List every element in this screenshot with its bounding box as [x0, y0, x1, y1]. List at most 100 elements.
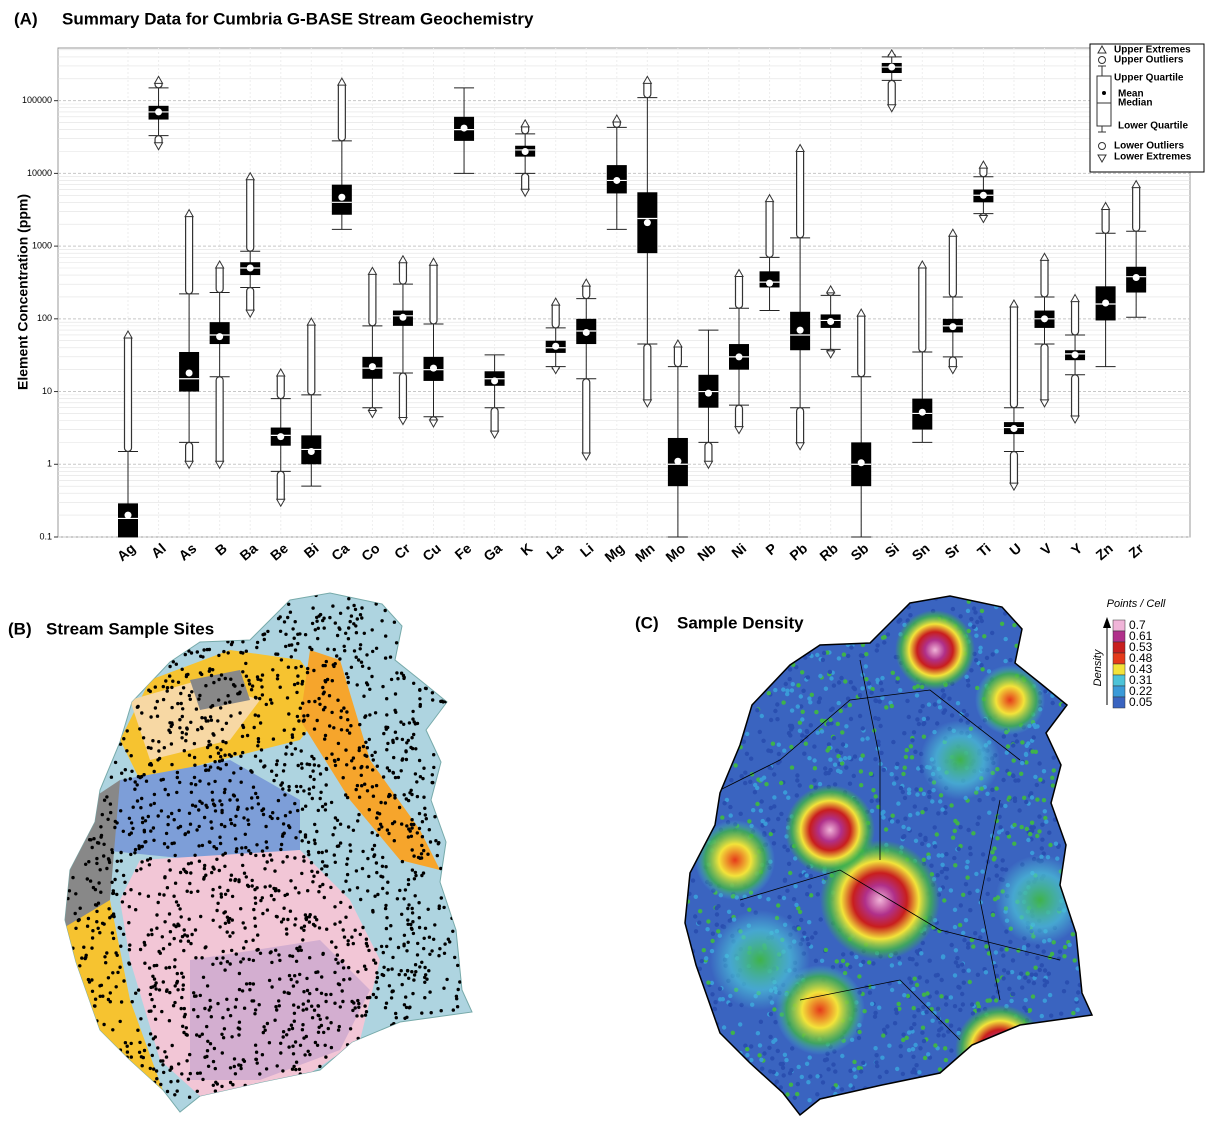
legend-label: Lower Quartile [1118, 121, 1188, 132]
sample-dot [415, 780, 418, 783]
sample-dot [270, 770, 273, 773]
sample-dot [391, 956, 394, 959]
lower-outliers [399, 373, 406, 421]
sample-dot [310, 755, 313, 758]
sample-dot [346, 606, 349, 609]
sample-dot [301, 702, 304, 705]
density-dot [995, 873, 999, 877]
sample-dot [359, 643, 362, 646]
sample-dot [219, 755, 222, 758]
sample-dot [338, 983, 341, 986]
sample-dot [255, 646, 258, 649]
density-dot [772, 804, 776, 808]
sample-dot [136, 799, 139, 802]
density-dot [760, 1067, 764, 1071]
density-dot [769, 1012, 773, 1016]
density-dot [994, 983, 998, 987]
density-dot [1037, 829, 1041, 833]
density-dot [870, 1002, 874, 1006]
sample-dot [373, 853, 376, 856]
sample-dot [234, 815, 237, 818]
sample-dot [240, 846, 243, 849]
sample-dot [115, 869, 118, 872]
sample-dot [397, 776, 400, 779]
density-dot [879, 681, 883, 685]
sample-dot [308, 992, 311, 995]
sample-dot [307, 700, 310, 703]
density-dot [910, 738, 914, 742]
sample-dot [295, 1061, 298, 1064]
sample-dot [402, 674, 405, 677]
sample-dot [442, 987, 445, 990]
density-dot [958, 614, 962, 618]
sample-dot [116, 954, 119, 957]
sample-dot [245, 982, 248, 985]
legend-value: 0.05 [1129, 695, 1153, 709]
sample-dot [241, 651, 244, 654]
density-dot [1002, 734, 1006, 738]
sample-dot [349, 906, 352, 909]
density-dot [990, 850, 994, 854]
sample-dot [74, 892, 77, 895]
sample-dot [289, 879, 292, 882]
sample-dot [428, 953, 431, 956]
sample-dot [412, 978, 415, 981]
upper-extreme [949, 229, 957, 236]
sample-dot [423, 807, 426, 810]
sample-dot [212, 681, 215, 684]
sample-dot [299, 1044, 302, 1047]
x-tick-label: Zr [1125, 540, 1146, 562]
sample-dot [245, 650, 248, 653]
sample-dot [206, 1049, 209, 1052]
sample-dot [167, 815, 170, 818]
density-dot [907, 715, 911, 719]
density-dot [1019, 972, 1023, 976]
density-dot [962, 938, 966, 942]
sample-dot [263, 638, 266, 641]
sample-dot [254, 696, 257, 699]
sample-dot [180, 1007, 183, 1010]
sample-dot [438, 947, 441, 950]
density-dot [706, 919, 710, 923]
hotspot [785, 785, 875, 875]
sample-dot [221, 1016, 224, 1019]
sample-dot [360, 606, 363, 609]
sample-dot [335, 654, 338, 657]
sample-dot [184, 739, 187, 742]
density-dot [942, 898, 946, 902]
sample-dot [141, 821, 144, 824]
sample-dot [280, 658, 283, 661]
density-dot [873, 716, 877, 720]
upper-outliers [736, 274, 743, 309]
density-dot [1001, 778, 1005, 782]
sample-dot [220, 673, 223, 676]
sample-dot [293, 923, 296, 926]
density-dot [922, 1039, 926, 1043]
sample-dot [423, 966, 426, 969]
sample-dot [114, 761, 117, 764]
sample-dot [326, 648, 329, 651]
density-dot [795, 1092, 799, 1096]
sample-dot [330, 1046, 333, 1049]
sample-dot [204, 764, 207, 767]
density-dot [898, 961, 902, 965]
density-dot [828, 670, 832, 674]
density-dot [981, 852, 985, 856]
density-dot [1059, 1012, 1063, 1016]
sample-dot [357, 1006, 360, 1009]
sample-dot [398, 806, 401, 809]
sample-dot [149, 1032, 152, 1035]
sample-dot [362, 695, 365, 698]
sample-dot [317, 627, 320, 630]
sample-dot [325, 873, 328, 876]
density-dot [1043, 983, 1047, 987]
sample-dot [224, 852, 227, 855]
sample-dot [393, 621, 396, 624]
sample-dot [407, 941, 410, 944]
density-dot [908, 813, 912, 817]
sample-dot [152, 1067, 155, 1070]
sample-dot [280, 843, 283, 846]
density-dot [944, 876, 948, 880]
density-dot [749, 1058, 753, 1062]
density-dot [782, 749, 786, 753]
